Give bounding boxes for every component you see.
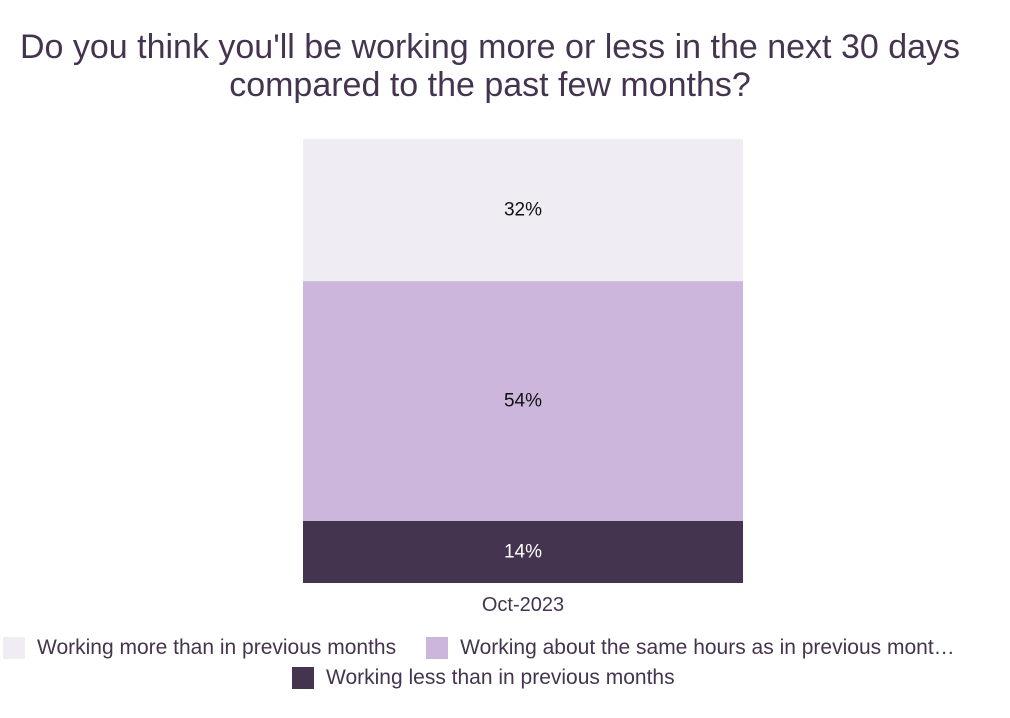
data-label: 14%	[504, 541, 542, 562]
bar-segment[interactable]	[303, 281, 743, 521]
data-label: 32%	[504, 200, 542, 221]
legend-label: Working more than in previous months	[37, 636, 397, 659]
chart-plot: 14% 54% 32% Oct-2023	[303, 139, 743, 616]
chart-title: Do you think you'll be working more or l…	[19, 28, 961, 104]
bar-segment[interactable]	[303, 139, 743, 282]
legend-swatch	[292, 667, 314, 689]
legend-swatch	[426, 637, 449, 659]
legend-item-same[interactable]: Working about the same hours as in previ…	[426, 636, 955, 660]
legend-item-less[interactable]: Working less than in previous months	[292, 666, 675, 690]
bar-segment[interactable]	[303, 520, 743, 583]
legend-label: Working less than in previous months	[326, 666, 675, 689]
data-label: 54%	[504, 390, 542, 411]
legend-item-more[interactable]: Working more than in previous months	[3, 636, 396, 660]
legend-label: Working about the same hours as in previ…	[460, 636, 955, 659]
legend-row: Working less than in previous months	[292, 666, 705, 690]
x-tick-label: Oct-2023	[482, 594, 564, 616]
legend-swatch	[3, 637, 25, 659]
legend-row: Working more than in previous months Wor…	[3, 636, 985, 660]
